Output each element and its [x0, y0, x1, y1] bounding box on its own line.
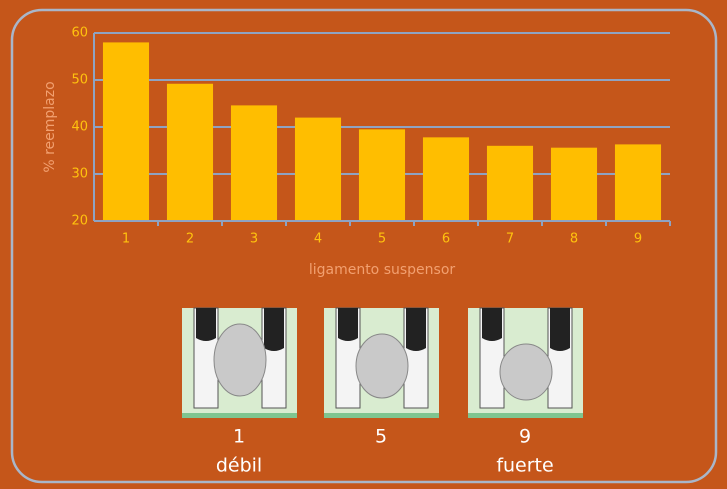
bar — [423, 137, 469, 221]
bar — [231, 105, 277, 221]
x-tick-label: 7 — [506, 232, 514, 247]
bar — [295, 118, 341, 221]
x-tick-label: 4 — [314, 232, 322, 247]
y-tick-label: 60 — [71, 26, 88, 41]
x-tick-label: 5 — [378, 232, 386, 247]
x-tick-label: 9 — [634, 232, 642, 247]
udder — [356, 334, 408, 398]
ground — [468, 413, 583, 418]
bar — [487, 146, 533, 221]
image-label: 5 — [375, 426, 387, 448]
x-tick-label: 6 — [442, 232, 450, 247]
x-tick-label: 3 — [250, 232, 258, 247]
image-label: 9 — [519, 426, 531, 448]
udder-image — [182, 308, 297, 418]
bar — [359, 129, 405, 221]
image-label: 1 — [233, 426, 245, 448]
y-tick-label: 30 — [71, 167, 88, 182]
bar — [167, 84, 213, 221]
y-tick-label: 50 — [71, 73, 88, 88]
y-tick-label: 20 — [71, 214, 88, 229]
x-tick-label: 1 — [122, 232, 130, 247]
bar — [103, 42, 149, 221]
bar — [615, 144, 661, 221]
x-tick-label: 2 — [186, 232, 194, 247]
ground — [182, 413, 297, 418]
udder — [214, 324, 266, 396]
udder-image — [468, 308, 583, 418]
ground — [324, 413, 439, 418]
y-tick-label: 40 — [71, 120, 88, 135]
page: {"chart_data": {"type": "bar", "categori… — [0, 0, 727, 489]
udder — [500, 344, 552, 400]
chart: % reemplazo ligamento suspensor 20 30 40 50… — [0, 0, 727, 489]
x-axis-label: ligamento suspensor — [309, 262, 456, 278]
x-tick-label: 8 — [570, 232, 578, 247]
y-axis-label: % reemplazo — [42, 81, 58, 172]
udder-image — [324, 308, 439, 418]
image-caption: débil — [216, 455, 262, 477]
bar — [551, 148, 597, 221]
image-caption: fuerte — [496, 455, 553, 477]
